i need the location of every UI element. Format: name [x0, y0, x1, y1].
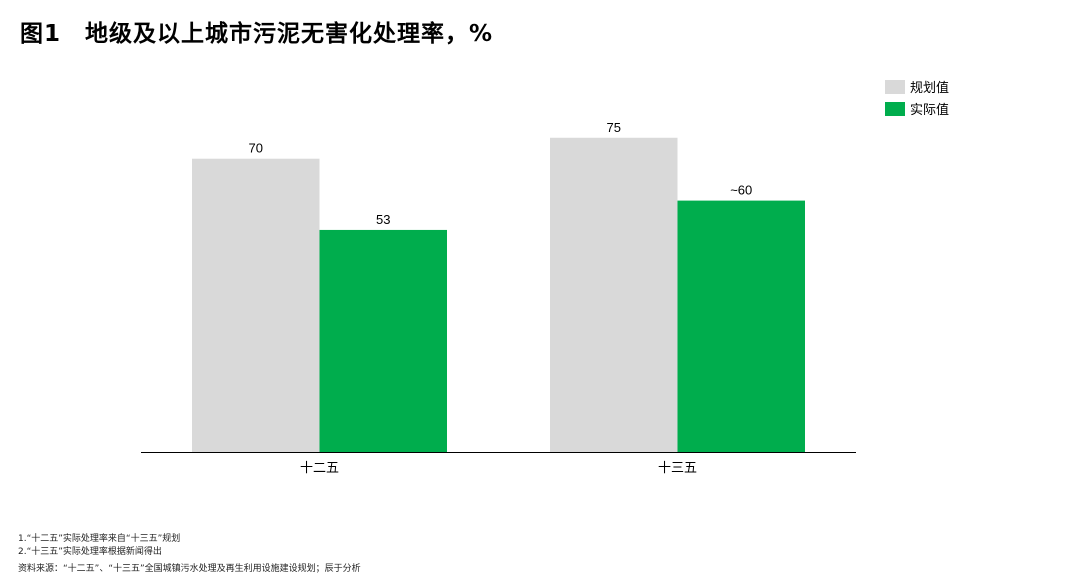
data-label: 70 — [249, 141, 263, 156]
data-label: ~60 — [730, 183, 752, 198]
footnote-2: 2.“十三五”实际处理率根据新闻得出 — [18, 547, 162, 557]
x-tick-label: 十三五 — [658, 461, 697, 476]
data-label: 75 — [607, 120, 621, 135]
bar-1-0 — [319, 229, 447, 452]
footnote-1: 1.“十二五”实际处理率来自“十三五”规划 — [18, 534, 181, 544]
source-note: 资料来源：“十二五”、“十三五”全国城镇污水处理及再生利用设施建设规划；辰于分析 — [18, 564, 361, 574]
bar-0-0 — [192, 158, 320, 452]
legend-label: 规划值 — [910, 80, 949, 96]
data-label: 53 — [376, 212, 390, 227]
bar-0-1 — [550, 137, 678, 452]
legend-swatch — [885, 80, 905, 94]
legend-swatch — [885, 102, 905, 116]
chart-title: 图1 地级及以上城市污泥无害化处理率，% — [20, 21, 494, 47]
legend-label: 实际值 — [910, 102, 949, 118]
bar-1-1 — [677, 200, 805, 452]
x-tick-label: 十二五 — [300, 461, 339, 476]
